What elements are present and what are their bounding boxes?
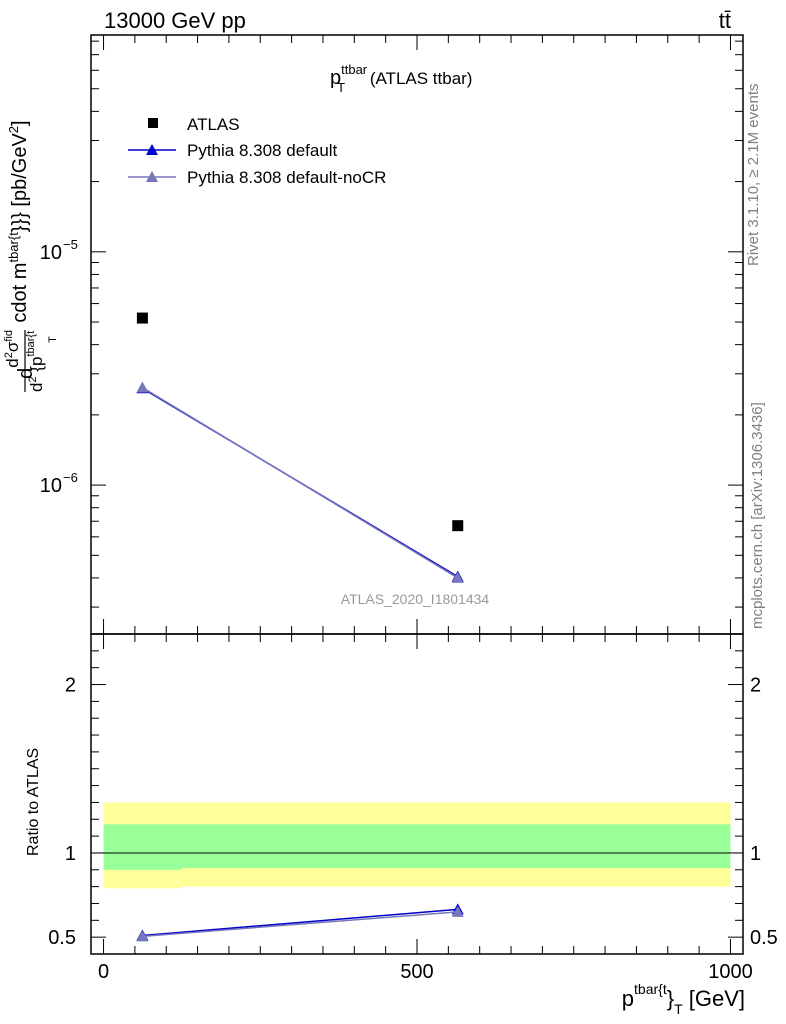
main-title-p: p [330, 67, 341, 89]
ylabel-frac-num-sup1: 2 [3, 352, 15, 358]
mcplots-side-label: mcplots.cern.ch [arXiv:1306.3436] [749, 402, 766, 629]
process-label: tt̄ [719, 8, 731, 33]
ratio-y-tick-label-left: 2 [65, 675, 76, 697]
y-tick-label-exponent: −6 [63, 470, 78, 485]
data-point-atlas [136, 312, 148, 324]
y-tick-label: 10 [40, 475, 62, 497]
xlabel-sub: T [674, 1001, 683, 1017]
ratio-plot-area [91, 802, 743, 942]
ylabel-frac-den-rest-sup: tbar{t [25, 331, 37, 357]
ratio-x-axis-label: ptbar{t}T [GeV] [622, 981, 745, 1017]
watermark: ATLAS_2020_I1801434 [341, 591, 490, 607]
data-point-series-2 [451, 571, 464, 583]
ylabel-frac-den-rest-sub: T [47, 336, 59, 343]
main-panel: 10−610−5 pttbar T (ATLAS ttbar) ATLAS Pyt… [3, 34, 744, 635]
ratio-axis-ticks: 0.5 0.5 1 1 2 2 0 500 1000 [48, 633, 778, 983]
ratio-point-series-1 [451, 905, 464, 917]
ylabel-frac-den-sup: 2 [27, 376, 39, 382]
y-tick-label: 10 [40, 242, 62, 264]
legend-label-default: Pythia 8.308 default [187, 141, 338, 160]
legend-marker-nocr [146, 171, 158, 182]
ylabel-tail: cdot m [9, 263, 31, 329]
legend-marker-default [146, 144, 158, 155]
ratio-y-tick-label-left: 0.5 [48, 927, 76, 949]
ylabel-frac-num: d [3, 358, 22, 367]
ratio-y-tick-label-right: 1 [750, 843, 761, 865]
ratio-y-tick-label-right: 0.5 [750, 927, 778, 949]
ratio-line-0 [142, 908, 458, 937]
main-plot-area [136, 312, 464, 583]
main-title-suffix: (ATLAS ttbar) [365, 69, 472, 88]
energy-label: 13000 GeV pp [104, 8, 246, 33]
ylabel-tail-sup: tbar{t [6, 232, 21, 263]
main-title: pttbar T (ATLAS ttbar) [330, 62, 472, 95]
legend: ATLAS Pythia 8.308 default Pythia 8.308 … [128, 115, 386, 187]
x-tick-label: 1000 [708, 961, 753, 983]
main-title-sub: T [337, 80, 345, 95]
uncertainty-band-1 [103, 824, 182, 870]
y-tick-label-exponent: −5 [63, 237, 78, 252]
legend-label-atlas: ATLAS [187, 115, 240, 134]
series-line-2 [142, 386, 459, 579]
legend-label-nocr: Pythia 8.308 default-noCR [187, 168, 386, 187]
ratio-y-tick-label-left: 1 [65, 843, 76, 865]
data-point-series-2 [136, 381, 149, 393]
ylabel-frac-den-rest: {p [27, 357, 46, 377]
ylabel-tail2: }}} [pb/GeV [9, 133, 31, 233]
ratio-y-axis-label: Ratio to ATLAS [25, 748, 42, 856]
ylabel-frac-num-sigma: σ [3, 341, 22, 352]
rivet-side-label: Rivet 3.1.10, ≥ 2.1M events [745, 83, 762, 267]
xlabel-unit: [GeV] [683, 986, 745, 1011]
ylabel-tail3: ] [9, 120, 31, 126]
x-tick-label: 500 [400, 961, 433, 983]
data-point-atlas [452, 520, 464, 532]
ylabel-frac-den: d [27, 383, 46, 392]
ratio-y-tick-label-right: 2 [750, 675, 761, 697]
xlabel-mid: } [667, 986, 674, 1011]
main-axis-ticks: 10−610−5 [40, 35, 743, 634]
ylabel-prefix: d [15, 368, 37, 379]
ratio-frame [90, 633, 744, 955]
ratio-point-series-1 [136, 930, 149, 942]
ylabel-frac-num-sup2: fid [3, 330, 15, 342]
xlabel-p: p [622, 986, 634, 1011]
legend-marker-atlas [148, 118, 158, 128]
ratio-line-1 [142, 911, 458, 938]
x-tick-label: 0 [98, 961, 109, 983]
main-y-axis-label: dd2σfidd2 {ptbar{t T cdot mtbar{t}}} [pb/… [3, 120, 59, 392]
uncertainty-band-1 [181, 824, 731, 869]
ylabel-tail2-sup: 2 [6, 126, 21, 133]
main-title-sup: ttbar [341, 62, 368, 77]
xlabel-sup: tbar{t [634, 981, 667, 997]
ratio-panel: 0.5 0.5 1 1 2 2 0 500 1000 Ratio to ATLAS ptbar{… [25, 633, 778, 1017]
